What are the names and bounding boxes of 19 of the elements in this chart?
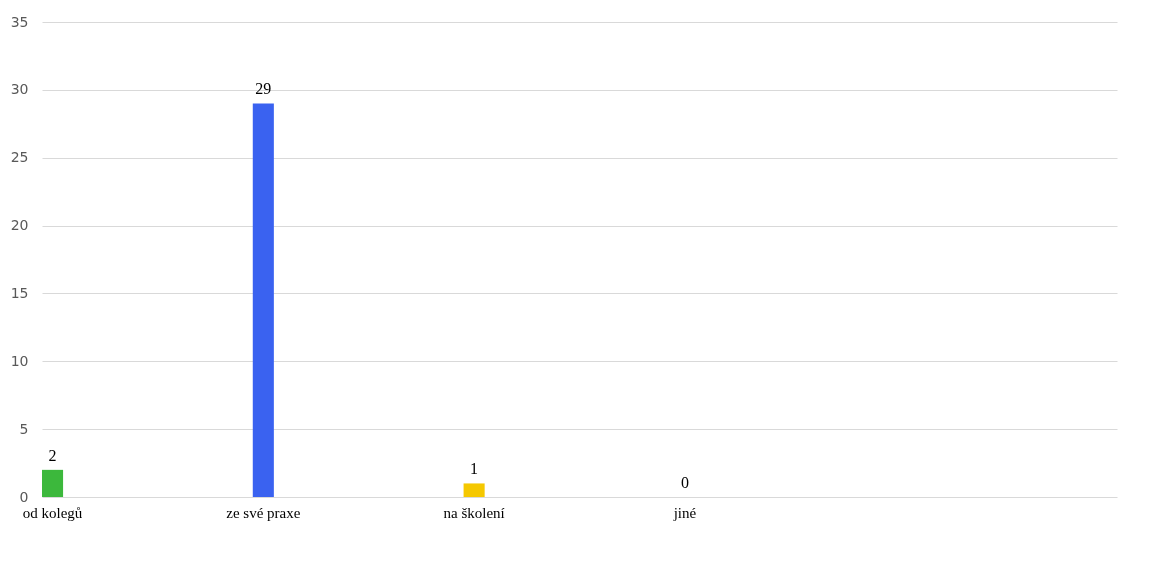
data-label: 0	[680, 474, 689, 491]
y-tick-label: 15	[10, 284, 29, 301]
y-tick-label: 35	[10, 13, 29, 30]
x-tick-label: jiné	[672, 504, 697, 521]
bar	[463, 483, 485, 497]
data-label: 29	[255, 80, 272, 98]
y-tick-label: 20	[10, 217, 29, 234]
y-tick-label: 10	[10, 352, 29, 369]
x-tick-label: ze své praxe	[226, 504, 301, 521]
x-tick-label: od kolegů	[22, 504, 83, 521]
x-tick-label: na školení	[443, 504, 505, 521]
bar	[42, 469, 64, 497]
y-tick-label: 25	[10, 149, 29, 166]
y-tick-label: 5	[19, 420, 29, 437]
bar	[252, 103, 274, 497]
y-tick-label: 30	[10, 81, 29, 98]
y-tick-label: 0	[19, 488, 29, 505]
data-label: 2	[48, 446, 57, 464]
data-label: 1	[470, 460, 479, 478]
